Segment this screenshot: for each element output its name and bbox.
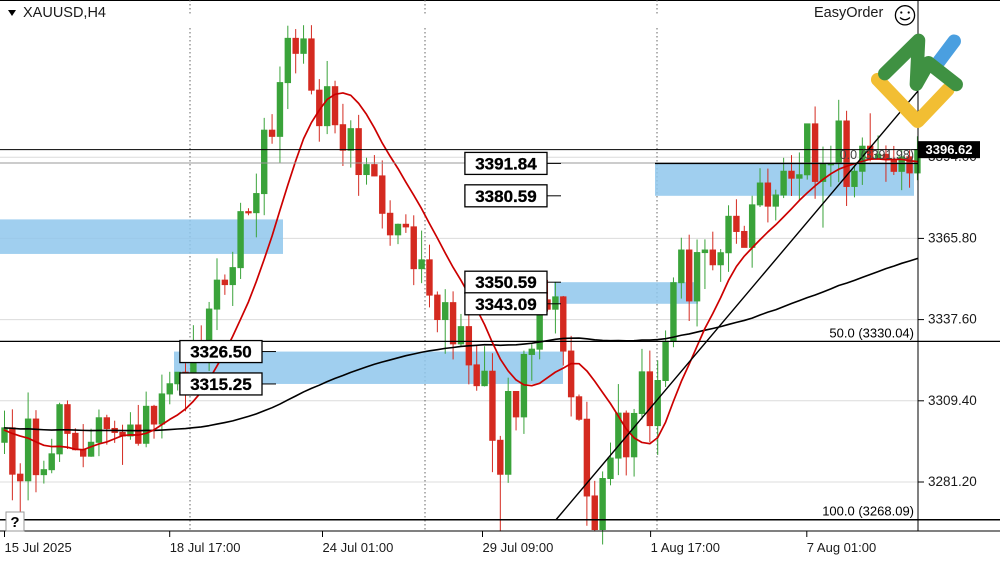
svg-text:3281.20: 3281.20 [928, 474, 977, 489]
svg-text:3326.50: 3326.50 [190, 343, 251, 362]
svg-text:3396.62: 3396.62 [926, 142, 973, 157]
svg-text:3309.40: 3309.40 [928, 393, 977, 408]
svg-text:3380.59: 3380.59 [475, 187, 536, 206]
svg-text:24 Jul 01:00: 24 Jul 01:00 [323, 540, 394, 555]
svg-text:50.0 (3330.04): 50.0 (3330.04) [829, 325, 914, 340]
svg-text:3337.60: 3337.60 [928, 312, 977, 327]
svg-text:EasyOrder: EasyOrder [814, 5, 883, 21]
svg-text:18 Jul 17:00: 18 Jul 17:00 [170, 540, 241, 555]
svg-text:3391.84: 3391.84 [475, 154, 537, 173]
svg-text:1 Aug 17:00: 1 Aug 17:00 [651, 540, 720, 555]
svg-text:15 Jul 2025: 15 Jul 2025 [5, 540, 72, 555]
svg-text:3350.59: 3350.59 [475, 273, 536, 292]
svg-text:XAUUSD,H4: XAUUSD,H4 [23, 5, 106, 21]
svg-text:3315.25: 3315.25 [190, 375, 251, 394]
svg-text:?: ? [10, 514, 19, 531]
svg-text:7 Aug 01:00: 7 Aug 01:00 [807, 540, 876, 555]
svg-text:3343.09: 3343.09 [475, 295, 536, 314]
svg-text:0.0 (3391.98): 0.0 (3391.98) [840, 148, 914, 162]
svg-text:29 Jul 09:00: 29 Jul 09:00 [483, 540, 554, 555]
svg-text:3365.80: 3365.80 [928, 230, 977, 245]
svg-text:100.0 (3268.09): 100.0 (3268.09) [822, 504, 914, 519]
